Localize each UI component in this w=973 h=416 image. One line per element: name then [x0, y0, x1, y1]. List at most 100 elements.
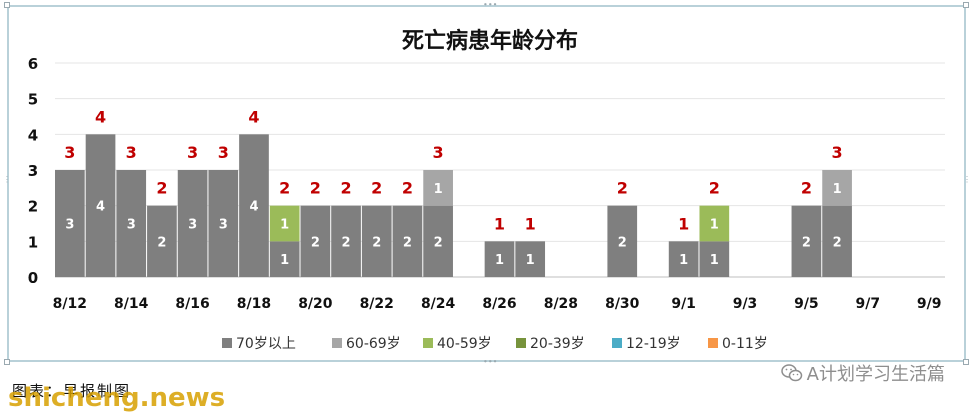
total-value-label: 2 [402, 179, 413, 198]
segment-value-label: 2 [618, 235, 627, 250]
bar-segment [116, 170, 147, 277]
total-value-label: 2 [801, 179, 812, 198]
x-tick-label: 9/5 [794, 296, 819, 312]
total-value-label: 1 [678, 214, 689, 233]
x-tick-label: 8/18 [237, 296, 271, 312]
bar-segment [85, 134, 116, 277]
total-value-label: 3 [64, 143, 75, 162]
segment-value-label: 1 [710, 218, 719, 233]
bar-segment [423, 170, 453, 206]
bar-segment [484, 241, 515, 277]
resize-grip-left[interactable]: ⋮ [3, 175, 11, 184]
wechat-account-label: A计划学习生活篇 [806, 364, 945, 385]
legend-swatch [708, 338, 718, 348]
total-value-label: 3 [187, 143, 198, 162]
legend-swatch [423, 338, 433, 348]
resize-handle-bottom-right[interactable] [963, 359, 969, 365]
segment-value-label: 1 [280, 218, 289, 233]
total-value-label: 3 [433, 143, 444, 162]
total-value-label: 4 [95, 107, 106, 126]
bar-segment [331, 205, 361, 277]
legend-swatch [612, 338, 622, 348]
total-value-label: 3 [218, 143, 229, 162]
segment-value-label: 2 [403, 235, 412, 250]
resize-handle-bottom-left[interactable] [4, 359, 10, 365]
legend-label: 20-39岁 [530, 336, 585, 352]
x-tick-label: 9/9 [917, 296, 942, 312]
segment-value-label: 2 [342, 235, 351, 250]
y-tick-label: 4 [28, 126, 38, 144]
bar-segment [55, 170, 85, 277]
bar-segment [269, 241, 300, 277]
x-tick-label: 8/28 [544, 296, 578, 312]
resize-grip-right[interactable]: ⋮ [963, 175, 971, 184]
bar-segment [239, 134, 269, 277]
bar-segment [361, 205, 392, 277]
x-tick-label: 9/3 [733, 296, 758, 312]
resize-grip-top[interactable]: ∙∙∙ [483, 0, 498, 9]
bar-segment [147, 205, 177, 277]
bar-segment [177, 170, 208, 277]
x-tick-label: 9/7 [855, 296, 880, 312]
resize-grip-bottom[interactable]: ∙∙∙ [483, 357, 498, 366]
bar-segment [699, 241, 730, 277]
segment-value-label: 2 [802, 235, 811, 250]
bar-segment [208, 170, 239, 277]
bar-segment [423, 205, 453, 277]
legend-label: 12-19岁 [626, 336, 681, 352]
watermark: shicheng.news [8, 383, 226, 413]
y-tick-label: 2 [28, 198, 38, 216]
segment-value-label: 4 [249, 200, 258, 215]
legend-label: 70岁以上 [236, 336, 296, 352]
segment-value-label: 3 [65, 218, 74, 233]
segment-value-label: 1 [280, 253, 289, 268]
y-tick-label: 0 [28, 269, 38, 287]
resize-handle-top-left[interactable] [4, 2, 10, 8]
total-value-label: 2 [617, 179, 628, 198]
y-tick-label: 3 [28, 162, 38, 180]
segment-value-label: 4 [96, 200, 105, 215]
segment-value-label: 3 [188, 218, 197, 233]
legend-label: 60-69岁 [346, 336, 401, 352]
legend-swatch [222, 338, 232, 348]
bar-segment [668, 241, 699, 277]
segment-value-label: 3 [219, 218, 228, 233]
total-value-label: 2 [371, 179, 382, 198]
total-value-label: 2 [340, 179, 351, 198]
bar-segment [269, 205, 300, 242]
bar-segment [822, 205, 852, 277]
legend-swatch [516, 338, 526, 348]
total-value-label: 2 [156, 179, 167, 198]
x-tick-label: 8/12 [53, 296, 87, 312]
legend-swatch [332, 338, 342, 348]
wechat-account: A计划学习生活篇 [780, 360, 945, 386]
x-tick-label: 8/22 [360, 296, 394, 312]
segment-value-label: 2 [157, 235, 166, 250]
x-tick-label: 9/1 [671, 296, 696, 312]
x-tick-label: 8/30 [605, 296, 640, 312]
bar-segment [607, 205, 638, 277]
resize-handle-top-right[interactable] [963, 2, 969, 8]
wechat-icon [780, 364, 802, 382]
legend-label: 40-59岁 [437, 336, 492, 352]
total-value-label: 2 [310, 179, 321, 198]
x-tick-label: 8/16 [175, 296, 209, 312]
chart-title: 死亡病患年龄分布 [402, 28, 578, 54]
x-axis-ticks: 8/12 8/14 8/16 8/18 8/20 8/22 8/24 8/26 8/28 8/30… [53, 296, 942, 312]
segment-value-label: 1 [495, 253, 504, 268]
y-axis-ticks: 0 1 2 3 4 5 6 [28, 55, 38, 287]
total-value-label: 2 [279, 179, 290, 198]
bar-segment [822, 170, 852, 206]
segment-value-label: 1 [833, 182, 842, 197]
y-tick-label: 5 [28, 91, 38, 109]
chart-frame[interactable] [7, 5, 966, 362]
bar-segment [300, 205, 331, 277]
total-value-label: 1 [494, 214, 505, 233]
bar-segment [515, 241, 546, 277]
segment-value-label: 2 [833, 235, 842, 250]
x-tick-label: 8/20 [298, 296, 333, 312]
y-tick-label: 1 [28, 233, 38, 251]
total-value-label: 3 [832, 143, 843, 162]
